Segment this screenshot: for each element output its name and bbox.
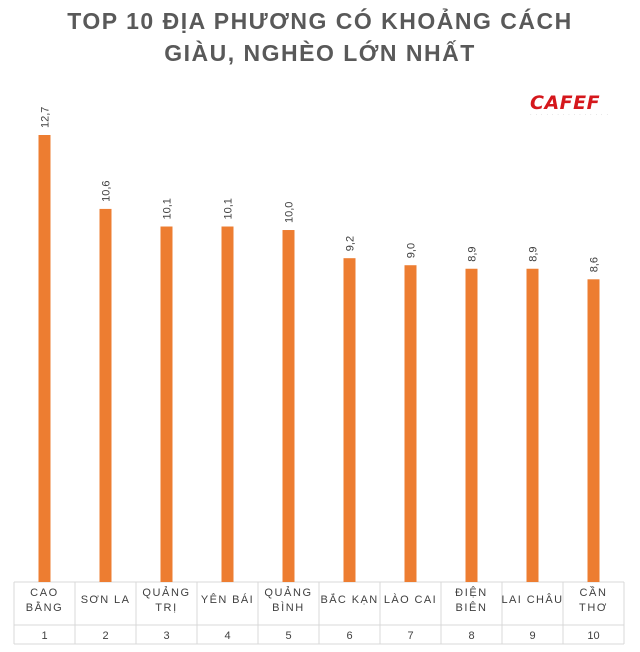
bar: [221, 226, 234, 582]
rank-label: 6: [346, 630, 352, 642]
category-label: SƠN LA: [81, 594, 131, 606]
rank-label: 5: [285, 630, 291, 642]
category-label: ĐIỆN: [455, 586, 488, 599]
category-label: BIÊN: [455, 601, 487, 614]
bar: [282, 230, 295, 582]
bar: [465, 268, 478, 582]
data-label: 8,9: [467, 246, 479, 261]
category-label: BẰNG: [26, 601, 64, 614]
bar: [587, 279, 600, 582]
cafef-logo-tagline-graphic: · · · · · · · · · · · · · · ·: [530, 112, 610, 118]
category-label: CẦN: [579, 586, 607, 599]
rank-label: 2: [102, 630, 108, 642]
bar: [99, 208, 112, 582]
cafef-logo-text: CAFEF: [530, 92, 601, 114]
data-label: 12,7: [40, 107, 52, 128]
category-label: QUẢNG: [142, 586, 190, 599]
bar: [526, 268, 539, 582]
data-label: 9,2: [345, 236, 357, 251]
rank-label: 1: [41, 630, 47, 642]
rank-label: 7: [407, 630, 413, 642]
data-label: 8,9: [528, 246, 540, 261]
category-label: BÌNH: [272, 601, 305, 614]
category-label: LÀO CAI: [384, 593, 437, 606]
bar: [160, 226, 173, 582]
data-label: 10,1: [223, 198, 235, 219]
data-label: 10,0: [284, 202, 296, 223]
category-label: YÊN BÁI: [201, 593, 254, 606]
bar: [38, 135, 51, 582]
data-label: 9,0: [406, 243, 418, 258]
bar: [404, 265, 417, 582]
bar: [343, 258, 356, 582]
chart-title-line-2: GIÀU, NGHÈO LỚN NHẤT: [164, 40, 476, 66]
category-label: QUẢNG: [264, 586, 312, 599]
data-label: 8,6: [589, 257, 601, 272]
rank-label: 10: [587, 630, 599, 642]
data-label: 10,6: [101, 180, 113, 201]
category-label: THƠ: [579, 602, 608, 614]
rank-label: 3: [163, 630, 169, 642]
category-label: LAI CHÂU: [502, 593, 564, 606]
data-label: 10,1: [162, 198, 174, 219]
rank-label: 8: [468, 630, 474, 642]
category-label: CAO: [30, 587, 59, 599]
chart-title-line-1: TOP 10 ĐỊA PHƯƠNG CÓ KHOẢNG CÁCH: [67, 8, 573, 34]
rank-label: 9: [529, 630, 535, 642]
category-label: BẮC KẠN: [320, 593, 378, 606]
category-label: TRỊ: [155, 602, 178, 614]
rank-label: 4: [224, 630, 230, 642]
cafef-logo: CAFEF · · · · · · · · · · · · · · ·: [530, 92, 630, 120]
